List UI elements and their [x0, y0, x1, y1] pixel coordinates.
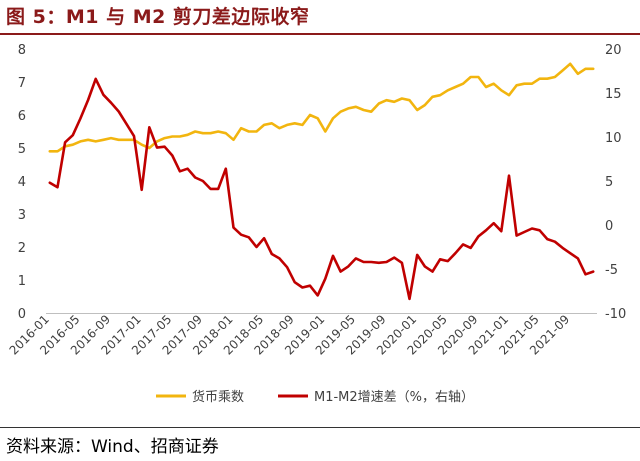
y-left-tick-label: 8 [18, 43, 26, 58]
y-left-tick-label: 2 [18, 241, 26, 256]
source-divider [0, 427, 640, 428]
legend-label: 货币乘数 [192, 389, 244, 405]
y-right-tick-label: 5 [605, 175, 613, 190]
y-left-tick-label: 3 [18, 208, 26, 223]
y-right-tick-label: 10 [605, 131, 622, 146]
axes: 012345678-10-5051015202016-012016-052016… [7, 43, 627, 358]
legend-label: M1-M2增速差（%，右轴） [314, 390, 474, 405]
y-left-tick-label: 6 [18, 109, 26, 124]
y-right-tick-label: -5 [605, 263, 618, 278]
series-line-money-multiplier [48, 62, 595, 153]
y-left-tick-label: 4 [18, 175, 26, 190]
series-line-m1-m2-spread [48, 77, 595, 301]
chart-title: 图 5：M1 与 M2 剪刀差边际收窄 [6, 6, 310, 28]
y-right-tick-label: 0 [605, 219, 613, 234]
source-note: 资料来源：Wind、招商证券 [6, 437, 219, 457]
title-divider [0, 33, 640, 35]
y-left-tick-label: 0 [18, 307, 26, 322]
y-right-tick-label: -10 [605, 307, 626, 322]
y-right-tick-label: 15 [605, 87, 622, 102]
line-chart: 012345678-10-5051015202016-012016-052016… [7, 43, 627, 405]
y-right-tick-label: 20 [605, 43, 622, 58]
legend: 货币乘数 M1-M2增速差（%，右轴） [156, 389, 474, 405]
y-left-tick-label: 1 [18, 274, 26, 289]
y-left-tick-label: 7 [18, 76, 26, 91]
series-layer [48, 62, 595, 301]
y-left-tick-label: 5 [18, 142, 26, 157]
